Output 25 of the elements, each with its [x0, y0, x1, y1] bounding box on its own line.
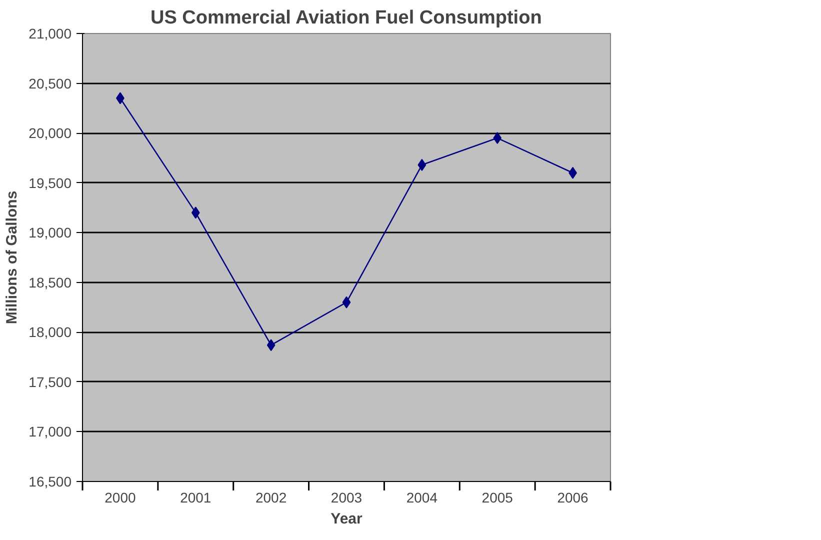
point	[342, 296, 351, 308]
x-tick-label: 2004	[406, 490, 438, 506]
point	[493, 132, 502, 144]
y-axis-title: Millions of Gallons	[4, 190, 21, 324]
y-tick-label: 20,500	[28, 75, 72, 92]
y-tick-label: 21,000	[28, 26, 72, 42]
chart-title: US Commercial Aviation Fuel Consumption	[150, 8, 542, 28]
x-tick-label: 2006	[557, 490, 589, 506]
x-tick-label: 2000	[104, 490, 136, 506]
x-axis-title: Year	[330, 510, 363, 528]
y-tick-label: 19,500	[28, 174, 72, 191]
x-tick-label: 2003	[330, 490, 362, 506]
y-tick-label: 17,500	[28, 374, 72, 390]
point	[266, 339, 276, 352]
y-tick-label: 18,500	[28, 274, 72, 290]
y-tick-label: 18,000	[28, 324, 72, 340]
y-tick-label: 16,500	[28, 474, 72, 490]
point	[191, 206, 200, 219]
y-tick-label: 17,000	[28, 424, 72, 440]
x-tick-label: 2001	[180, 490, 212, 506]
x-tick-label: 2005	[482, 490, 514, 506]
x-tick-label: 2002	[256, 490, 287, 506]
y-tick-label: 20,000	[28, 125, 72, 142]
y-tick-label: 19,000	[28, 224, 72, 241]
point	[418, 158, 426, 171]
